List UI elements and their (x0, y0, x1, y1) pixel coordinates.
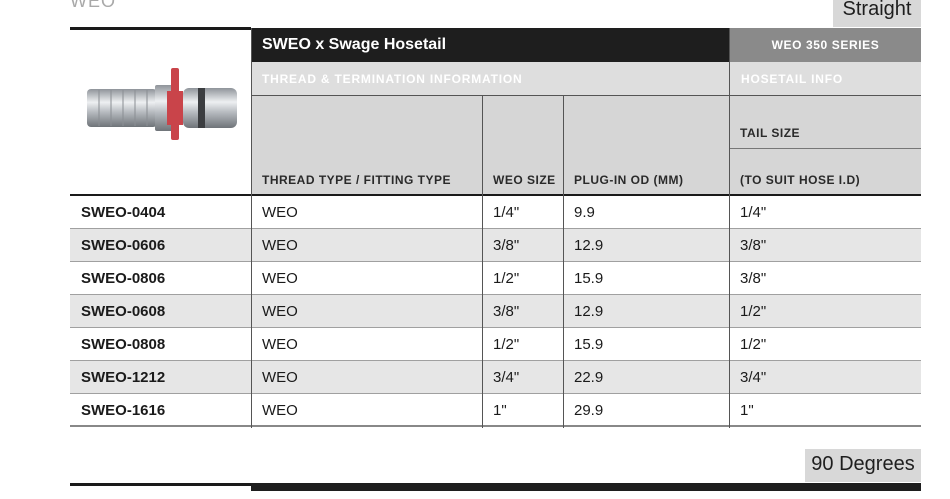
table-title: SWEO x Swage Hosetail (251, 28, 729, 62)
tail-size: 1/4" (740, 204, 767, 221)
column-divider (482, 96, 483, 428)
plug-od: 12.9 (574, 237, 604, 254)
part-code: SWEO-0806 (81, 270, 166, 287)
weo-size: 1/2" (493, 270, 520, 287)
thread-type: WEO (262, 336, 298, 353)
table-row: SWEO-1212 WEO 3/4" 22.9 3/4" (70, 361, 921, 394)
part-code: SWEO-1212 (81, 369, 166, 386)
table-row: SWEO-0404 WEO 1/4" 9.9 1/4" (70, 196, 921, 229)
column-header-row (251, 96, 921, 194)
plug-od: 29.9 (574, 402, 604, 419)
table-top-rule (70, 27, 251, 30)
weo-size: 1" (493, 402, 507, 419)
column-divider (251, 28, 252, 428)
series-badge: WEO 350 SERIES (730, 28, 921, 62)
plug-od: 15.9 (574, 336, 604, 353)
column-header-thread: THREAD TYPE / FITTING TYPE (262, 173, 452, 187)
part-code: SWEO-0606 (81, 237, 166, 254)
thread-type: WEO (262, 270, 298, 287)
tail-size: 1/2" (740, 303, 767, 320)
hosetail-fitting-icon (87, 68, 237, 140)
column-header-plug-od: PLUG-IN OD (MM) (574, 173, 684, 187)
tail-size: 3/8" (740, 237, 767, 254)
next-table-top-rule (70, 483, 251, 486)
thread-type: WEO (262, 204, 298, 221)
column-header-tail-sub: (TO SUIT HOSE I.D) (740, 173, 861, 187)
tail-size: 3/4" (740, 369, 767, 386)
tail-size: 3/8" (740, 270, 767, 287)
header-bottom-rule (70, 194, 921, 196)
tail-size: 1/2" (740, 336, 767, 353)
weo-size: 3/4" (493, 369, 520, 386)
weo-size: 3/8" (493, 237, 520, 254)
tail-size: 1" (740, 402, 754, 419)
part-code: SWEO-0404 (81, 204, 166, 221)
table-row: SWEO-0608 WEO 3/8" 12.9 1/2" (70, 295, 921, 328)
table-row: SWEO-0806 WEO 1/2" 15.9 3/8" (70, 262, 921, 295)
section-heading-cut: WEO (70, 0, 116, 11)
column-divider (729, 28, 730, 428)
plug-od: 15.9 (574, 270, 604, 287)
tab-straight[interactable]: Straight (833, 0, 921, 27)
plug-od: 12.9 (574, 303, 604, 320)
table-row: SWEO-0808 WEO 1/2" 15.9 1/2" (70, 328, 921, 361)
column-divider (563, 96, 564, 428)
part-code: SWEO-0608 (81, 303, 166, 320)
plug-od: 9.9 (574, 204, 595, 221)
divider (730, 148, 921, 149)
next-table-title-bar (251, 483, 921, 491)
column-header-tail-size: TAIL SIZE (740, 126, 801, 140)
table-row: SWEO-1616 WEO 1" 29.9 1" (70, 394, 921, 427)
product-image (70, 30, 251, 194)
thread-type: WEO (262, 369, 298, 386)
column-header-weo-size: WEO SIZE (493, 173, 556, 187)
part-code: SWEO-0808 (81, 336, 166, 353)
weo-size: 1/4" (493, 204, 520, 221)
tab-90-degrees[interactable]: 90 Degrees (805, 449, 921, 482)
part-code: SWEO-1616 (81, 402, 166, 419)
group-header-hosetail: HOSETAIL INFO (730, 62, 921, 95)
plug-od: 22.9 (574, 369, 604, 386)
thread-type: WEO (262, 402, 298, 419)
divider (251, 95, 921, 96)
table-row: SWEO-0606 WEO 3/8" 12.9 3/8" (70, 229, 921, 262)
weo-size: 3/8" (493, 303, 520, 320)
thread-type: WEO (262, 237, 298, 254)
group-header-thread: THREAD & TERMINATION INFORMATION (251, 62, 729, 95)
thread-type: WEO (262, 303, 298, 320)
weo-size: 1/2" (493, 336, 520, 353)
